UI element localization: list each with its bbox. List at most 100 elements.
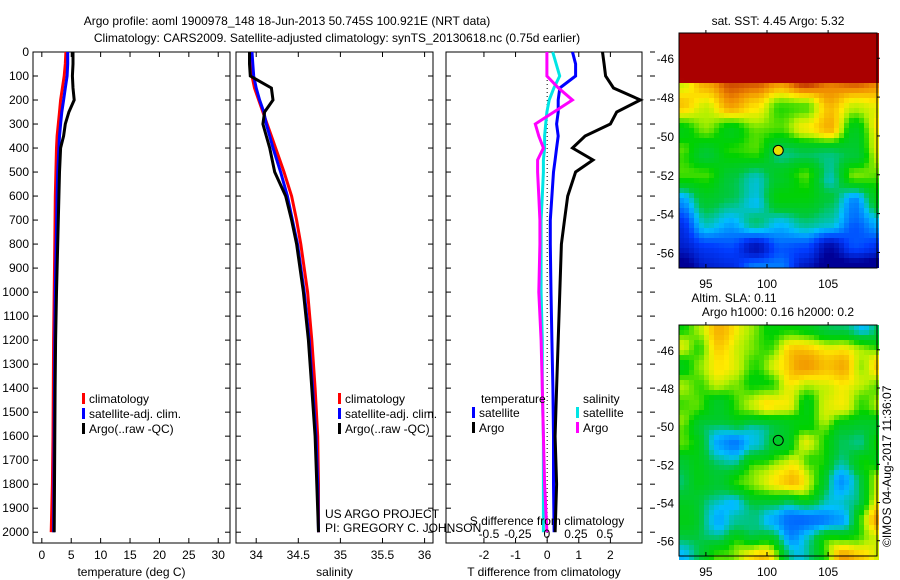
map-cell <box>704 410 709 415</box>
map-cell <box>849 148 854 153</box>
map-cell <box>864 248 869 253</box>
map-cell <box>859 143 864 148</box>
map-cell <box>869 113 874 118</box>
map-cell <box>779 188 784 193</box>
map-cell <box>694 128 699 133</box>
map-cell <box>794 128 799 133</box>
map-cell <box>724 148 729 153</box>
map-cell <box>764 420 769 425</box>
map-cell <box>789 350 794 355</box>
map-cell <box>859 550 864 555</box>
map-cell <box>759 43 764 48</box>
map-cell <box>864 465 869 470</box>
map-cell <box>794 355 799 360</box>
map-cell <box>774 425 779 430</box>
map-cell <box>859 223 864 228</box>
map-cell <box>679 223 684 228</box>
map-cell <box>869 535 874 540</box>
map-cell <box>729 385 734 390</box>
map-cell <box>864 380 869 385</box>
map-cell <box>844 188 849 193</box>
lat-tick-label: -50 <box>657 420 675 434</box>
map-cell <box>774 38 779 43</box>
map-cell <box>804 380 809 385</box>
map-cell <box>739 485 744 490</box>
map-cell <box>819 470 824 475</box>
map-cell <box>754 183 759 188</box>
map-cell <box>769 435 774 440</box>
map-cell <box>799 550 804 555</box>
map-cell <box>684 480 689 485</box>
map-cell <box>834 193 839 198</box>
map-cell <box>864 243 869 248</box>
map-cell <box>714 325 719 330</box>
map-cell <box>709 163 714 168</box>
map-cell <box>739 153 744 158</box>
map-cell <box>689 470 694 475</box>
map-cell <box>839 345 844 350</box>
map-cell <box>809 540 814 545</box>
map-cell <box>729 530 734 535</box>
map-cell <box>724 535 729 540</box>
map-cell <box>859 113 864 118</box>
map-cell <box>709 138 714 143</box>
panel-frame <box>32 51 231 544</box>
map-cell <box>834 365 839 370</box>
s-axis-label: S difference from climatology <box>470 514 625 528</box>
map-cell <box>704 168 709 173</box>
map-cell <box>699 58 704 63</box>
map-cell <box>794 263 799 268</box>
map-cell <box>819 133 824 138</box>
map-cell <box>754 208 759 213</box>
map-cell <box>724 128 729 133</box>
map-cell <box>754 375 759 380</box>
map-cell <box>824 173 829 178</box>
map-cell <box>719 475 724 480</box>
map-cell <box>829 445 834 450</box>
map-cell <box>819 128 824 133</box>
map-cell <box>709 555 714 560</box>
map-cell <box>809 485 814 490</box>
map-cell <box>859 153 864 158</box>
map-cell <box>719 253 724 258</box>
map-cell <box>739 420 744 425</box>
map-cell <box>764 490 769 495</box>
map-cell <box>769 555 774 560</box>
map-cell <box>764 253 769 258</box>
map-cell <box>854 103 859 108</box>
map-cell <box>819 168 824 173</box>
map-cell <box>779 218 784 223</box>
map-cell <box>849 153 854 158</box>
map-cell <box>779 545 784 550</box>
map-cell <box>724 460 729 465</box>
map-cell <box>724 410 729 415</box>
map-cell <box>719 203 724 208</box>
map-cell <box>689 108 694 113</box>
map-cell <box>689 73 694 78</box>
map-cell <box>834 188 839 193</box>
map-cell <box>779 520 784 525</box>
map-cell <box>849 405 854 410</box>
map-cell <box>829 515 834 520</box>
map-cell <box>764 495 769 500</box>
map-cell <box>869 500 874 505</box>
map-cell <box>854 193 859 198</box>
map-cell <box>689 48 694 53</box>
map-cell <box>724 490 729 495</box>
map-cell <box>834 198 839 203</box>
map-cell <box>839 198 844 203</box>
map-cell <box>809 63 814 68</box>
map-cell <box>754 148 759 153</box>
map-cell <box>794 208 799 213</box>
map-cell <box>704 450 709 455</box>
map-cell <box>774 460 779 465</box>
map-cell <box>729 228 734 233</box>
map-cell <box>749 38 754 43</box>
map-cell <box>819 390 824 395</box>
map-cell <box>809 98 814 103</box>
map-cell <box>844 228 849 233</box>
map-cell <box>864 455 869 460</box>
map-cell <box>709 490 714 495</box>
map-cell <box>699 173 704 178</box>
map-cell <box>759 253 764 258</box>
